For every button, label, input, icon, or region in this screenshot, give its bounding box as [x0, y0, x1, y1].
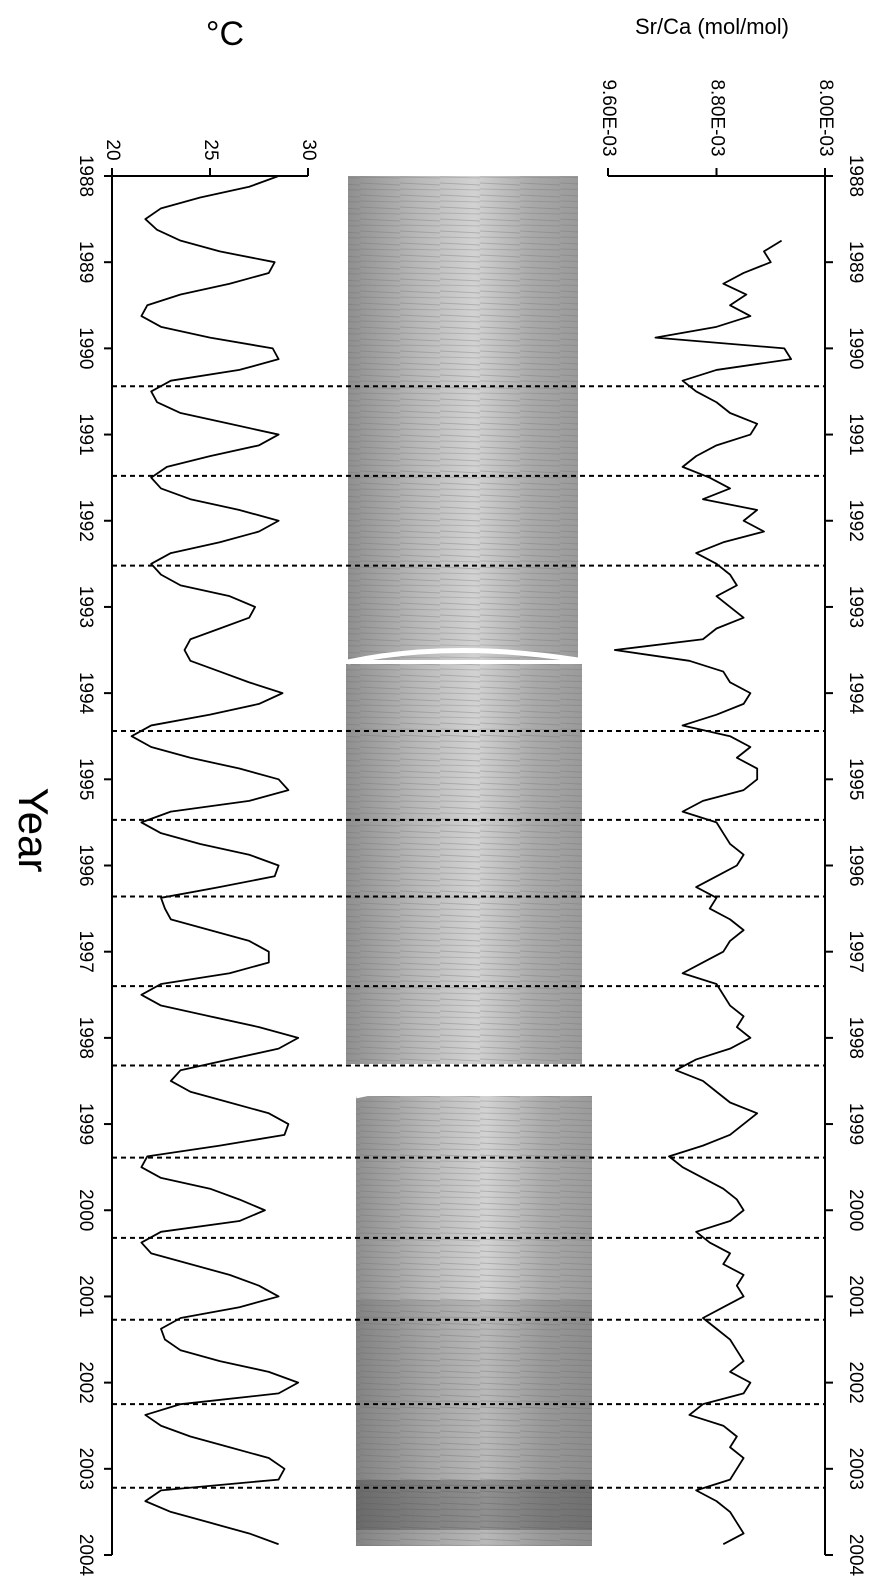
- y2-axis-title: Sr/Ca (mol/mol): [635, 14, 789, 39]
- x-tick-label: 1991: [845, 413, 866, 455]
- x-tick-label: 1992: [845, 500, 866, 542]
- y-tick-label: 20: [102, 139, 123, 160]
- x-tick-label: 1991: [75, 413, 96, 455]
- x-tick-label: 1992: [75, 500, 96, 542]
- x-tick-label: 2002: [845, 1361, 866, 1403]
- y2-tick-label: 8.80E-03: [706, 79, 727, 156]
- x-tick-label: 1988: [75, 155, 96, 197]
- x-tick-label: 1996: [845, 844, 866, 886]
- x-tick-label: 1994: [75, 672, 96, 715]
- x-tick-label: 1998: [845, 1017, 866, 1059]
- x-tick-label: 1990: [75, 327, 96, 369]
- x-tick-label: 1993: [75, 586, 96, 628]
- x-tick-label: 2003: [845, 1448, 866, 1490]
- y-axis-title: °C: [206, 15, 244, 53]
- x-tick-label: 1997: [75, 931, 96, 973]
- x-tick-label: 2004: [75, 1534, 96, 1577]
- x-tick-label: 1999: [75, 1103, 96, 1145]
- x-tick-label: 1995: [845, 758, 866, 800]
- x-tick-label: 2000: [845, 1189, 866, 1231]
- x-tick-label: 2004: [845, 1534, 866, 1577]
- x-axis-title: Year: [10, 788, 57, 873]
- x-tick-label: 1993: [845, 586, 866, 628]
- x-tick-label: 1988: [845, 155, 866, 197]
- x-tick-label: 1989: [845, 241, 866, 283]
- series-line: [613, 239, 792, 1546]
- x-tick-label: 1995: [75, 758, 96, 800]
- x-tick-label: 1996: [75, 844, 96, 886]
- plot-area: 1988 1988 1989 1989 1990 1990 1991 1991 1992 1992…: [75, 79, 866, 1576]
- x-tick-label: 2000: [75, 1189, 96, 1231]
- x-tick-label: 1997: [845, 931, 866, 973]
- y-tick-label: 30: [298, 139, 319, 160]
- x-tick-label: 1990: [845, 327, 866, 369]
- x-tick-label: 2001: [75, 1275, 96, 1317]
- x-tick-label: 1994: [845, 672, 866, 715]
- x-tick-label: 1989: [75, 241, 96, 283]
- y-tick-label: 25: [200, 139, 221, 160]
- x-tick-label: 2003: [75, 1448, 96, 1490]
- x-tick-label: 1998: [75, 1017, 96, 1059]
- x-tick-label: 2001: [845, 1275, 866, 1317]
- x-tick-label: 1999: [845, 1103, 866, 1145]
- y2-tick-label: 9.60E-03: [598, 79, 619, 156]
- coral-slab: [346, 176, 592, 1546]
- y2-tick-label: 8.00E-03: [815, 79, 836, 156]
- series-line: [130, 175, 300, 1546]
- x-tick-label: 2002: [75, 1361, 96, 1403]
